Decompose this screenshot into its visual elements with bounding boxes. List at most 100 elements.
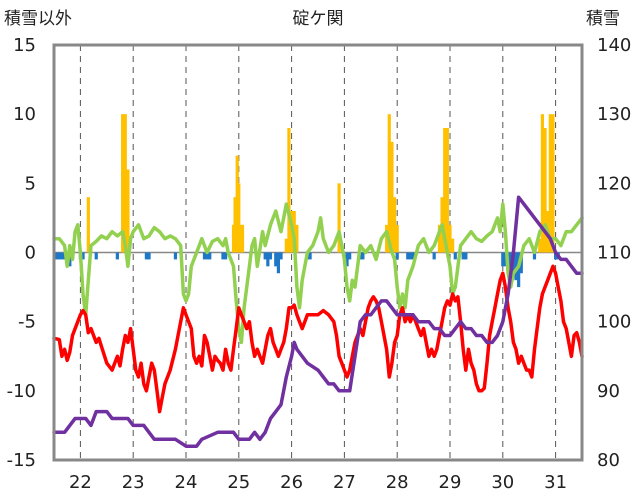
bar-mark [295,224,299,253]
bar-mark [345,252,349,267]
bar-mark [238,224,242,253]
bar-mark [554,252,558,260]
bar-mark [284,238,288,253]
bar-mark [126,169,130,253]
bar-mark [548,114,552,253]
bar-mark [68,252,72,267]
chart-title: 碇ケ関 [293,9,344,29]
bar-mark [308,252,312,260]
plot-area-frame [52,43,584,462]
bar-mark [121,114,125,253]
x-tick-label: 26 [280,472,303,493]
bar-mark [464,252,468,260]
bar-mark [287,128,291,253]
bar-mark [173,252,178,260]
bar-mark [86,197,90,253]
bar-mark [390,141,394,253]
x-tick-label: 29 [439,472,462,493]
series-line-2 [52,202,584,345]
bar-mark [514,252,518,281]
right-tick-label: 130 [597,104,631,125]
bar-mark [392,197,397,253]
bar-mark [60,252,64,260]
bar-mark [448,224,452,253]
bar-mark [266,252,270,267]
bar-mark [55,252,59,260]
bar-mark [57,252,61,260]
bar-mark [123,114,127,253]
x-tick-label: 22 [69,472,92,493]
bar-mark [395,252,399,260]
bar-mark [208,252,212,260]
x-tick-label: 23 [122,472,145,493]
bar-mark [240,224,245,253]
right-tick-label: 110 [597,243,631,264]
bar-mark [94,252,98,260]
series-line-4 [52,195,584,448]
bar-mark [202,252,207,260]
bar-mark [540,114,544,253]
left-tick-label: 0 [25,243,36,264]
bar-mark [532,252,537,260]
vertical-gridlines [79,45,557,460]
bar-mark [408,252,412,260]
bar-mark [451,238,455,253]
bar-mark [276,252,280,274]
bar-mark [543,128,547,253]
right-tick-label: 90 [597,381,620,402]
left-tick-label: -15 [7,450,36,471]
right-tick-label: 120 [597,173,631,194]
bar-mark [387,114,391,253]
bar-mark [348,252,352,260]
left-axis-label: 積雪以外 [4,9,72,29]
left-tick-label: 5 [25,173,36,194]
right-axis-label: 積雪 [586,9,620,29]
left-tick-label: -5 [18,312,36,333]
bar-mark [224,252,228,260]
x-tick-label: 27 [333,472,356,493]
x-tick-label: 28 [386,472,409,493]
bar-mark [551,114,555,253]
right-tick-label: 100 [597,312,631,333]
bar-mark [361,252,365,260]
bar-mark [443,128,447,253]
bar-mark [517,252,521,288]
bar-mark [221,252,225,260]
bar-mark [337,183,341,253]
line-series [52,195,584,448]
bar-mark [279,252,283,260]
bar-mark [501,252,505,267]
bar-mark [395,224,399,253]
bar-mark [263,252,267,260]
x-tick-label: 30 [491,472,514,493]
bar-mark [233,197,237,253]
bar-mark [453,252,457,260]
bar-mark [147,252,151,260]
bar-mark [406,252,410,260]
bar-mark [538,238,542,253]
right-tick-label: 80 [597,450,620,471]
bar-mark [411,252,415,260]
bar-mark [274,252,278,267]
x-tick-label: 24 [175,472,198,493]
bar-mark [144,252,148,260]
x-tick-label: 31 [544,472,567,493]
bar-series [55,114,560,288]
left-tick-label: 10 [13,104,36,125]
x-tick-label: 25 [227,472,250,493]
bar-mark [268,252,273,260]
axis-tick-labels: 22 23 24 25 26 27 28 29 30 31 15 10 5 0 -5 -10 -15 140 130… [7,35,632,493]
bar-mark [503,252,508,267]
left-tick-label: -10 [7,381,36,402]
bar-mark [205,252,209,260]
bar-mark [437,224,442,253]
bar-mark [115,252,119,260]
right-tick-label: 140 [597,35,631,56]
bar-mark [237,183,241,253]
bar-mark [432,252,436,260]
bar-mark [81,252,85,260]
left-tick-label: 15 [13,35,36,56]
series-line-3 [52,264,584,414]
bar-mark [461,252,465,260]
